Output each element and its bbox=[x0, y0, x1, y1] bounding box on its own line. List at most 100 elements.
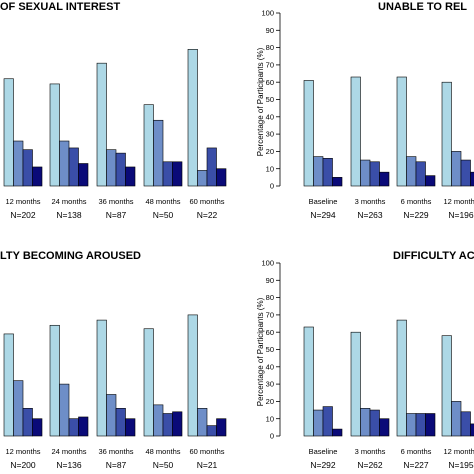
sample-size-label: N=195 bbox=[448, 460, 474, 470]
sample-size-label: N=87 bbox=[106, 210, 127, 220]
y-tick-label: 90 bbox=[266, 276, 274, 285]
panel-title-top-right: UNABLE TO REL bbox=[378, 1, 467, 13]
bar-1-1-4 bbox=[32, 166, 43, 187]
sample-size-label: N=229 bbox=[403, 210, 429, 220]
bar-1-5-4 bbox=[216, 168, 227, 187]
bar-1-2-4 bbox=[78, 163, 89, 187]
bar-3-2-1 bbox=[49, 324, 60, 437]
bar-4-4-3 bbox=[460, 411, 471, 437]
panel-title-top-left: OF SEXUAL INTEREST bbox=[0, 1, 120, 13]
sample-size-label: N=87 bbox=[106, 460, 127, 470]
bar-1-5-1 bbox=[187, 49, 198, 187]
y-tick-label: 10 bbox=[266, 164, 274, 173]
bar-2-4-1 bbox=[441, 81, 452, 187]
bar-3-2-4 bbox=[78, 416, 89, 437]
y-tick-label: 100 bbox=[261, 9, 274, 18]
bar-3-1-4 bbox=[32, 418, 43, 437]
y-tick-label: 0 bbox=[270, 182, 274, 191]
bar-3-4-4 bbox=[172, 411, 183, 437]
bar-3-4-3 bbox=[162, 413, 173, 437]
x-category-label: 60 months bbox=[189, 197, 224, 206]
bar-3-5-1 bbox=[187, 314, 198, 437]
bar-4-2-2 bbox=[360, 408, 371, 437]
y-tick-label: 30 bbox=[266, 130, 274, 139]
sample-size-label: N=202 bbox=[10, 210, 36, 220]
y-tick-label: 20 bbox=[266, 147, 274, 156]
y-tick-label: 40 bbox=[266, 362, 274, 371]
x-category-label: 60 months bbox=[189, 447, 224, 456]
bar-1-2-3 bbox=[68, 147, 79, 187]
bar-1-4-3 bbox=[162, 161, 173, 187]
x-category-label: 48 months bbox=[145, 197, 180, 206]
bar-4-3-2 bbox=[406, 413, 417, 437]
bar-3-2-2 bbox=[59, 383, 70, 437]
sample-size-label: N=22 bbox=[197, 210, 218, 220]
panel-title-bottom-right: DIFFICULTY AC bbox=[393, 250, 474, 262]
x-category-label: 6 months bbox=[401, 197, 432, 206]
bar-2-1-3 bbox=[322, 158, 333, 187]
sample-size-label: N=136 bbox=[56, 460, 82, 470]
bar-2-2-4 bbox=[379, 171, 390, 187]
bar-1-3-1 bbox=[96, 62, 107, 187]
y-tick-label: 90 bbox=[266, 26, 274, 35]
bar-2-2-2 bbox=[360, 159, 371, 187]
bar-1-3-3 bbox=[115, 152, 126, 187]
y-tick-label: 0 bbox=[270, 432, 274, 441]
y-tick-label: 50 bbox=[266, 345, 274, 354]
bar-1-1-2 bbox=[13, 140, 24, 187]
bar-4-3-1 bbox=[396, 319, 407, 437]
y-tick-label: 50 bbox=[266, 95, 274, 104]
bar-2-1-2 bbox=[313, 156, 324, 187]
bar-4-1-3 bbox=[322, 406, 333, 437]
bar-1-1-3 bbox=[22, 149, 33, 187]
sample-size-label: N=262 bbox=[357, 460, 383, 470]
sample-size-label: N=200 bbox=[10, 460, 36, 470]
bar-3-4-2 bbox=[153, 404, 164, 437]
sample-size-label: N=292 bbox=[310, 460, 336, 470]
bar-3-3-1 bbox=[96, 319, 107, 437]
bar-1-3-2 bbox=[106, 149, 117, 187]
bar-4-4-4 bbox=[470, 423, 474, 437]
bar-4-4-1 bbox=[441, 335, 452, 437]
bar-1-5-3 bbox=[206, 147, 217, 187]
bar-1-3-4 bbox=[125, 166, 136, 187]
bar-4-2-1 bbox=[350, 331, 361, 437]
x-category-label: 48 months bbox=[145, 447, 180, 456]
y-axis-title-bottom-right: Percentage of Participants (%) bbox=[256, 297, 265, 406]
bar-3-1-1 bbox=[3, 333, 14, 437]
bar-4-1-1 bbox=[303, 326, 314, 437]
bar-3-5-2 bbox=[197, 408, 208, 437]
y-tick-label: 60 bbox=[266, 78, 274, 87]
bar-1-5-2 bbox=[197, 170, 208, 187]
y-tick-label: 30 bbox=[266, 380, 274, 389]
bar-2-1-4 bbox=[332, 177, 343, 187]
sample-size-label: N=294 bbox=[310, 210, 336, 220]
x-category-label: 3 months bbox=[355, 197, 386, 206]
bar-2-3-2 bbox=[406, 156, 417, 187]
bar-2-3-4 bbox=[425, 175, 436, 187]
bar-4-4-2 bbox=[451, 401, 462, 437]
bar-3-1-2 bbox=[13, 380, 24, 437]
bar-1-1-1 bbox=[3, 78, 14, 187]
bar-1-2-2 bbox=[59, 140, 70, 187]
bar-4-2-3 bbox=[369, 409, 380, 437]
sample-size-label: N=50 bbox=[153, 460, 174, 470]
bar-3-5-3 bbox=[206, 425, 217, 437]
panel-title-bottom-left: LTY BECOMING AROUSED bbox=[0, 250, 141, 262]
sample-size-label: N=227 bbox=[403, 460, 429, 470]
sample-size-label: N=21 bbox=[197, 460, 218, 470]
y-tick-label: 20 bbox=[266, 397, 274, 406]
bar-4-1-2 bbox=[313, 409, 324, 437]
bar-3-5-4 bbox=[216, 418, 227, 437]
bar-2-1-1 bbox=[303, 80, 314, 187]
sample-size-label: N=196 bbox=[448, 210, 474, 220]
sample-size-label: N=138 bbox=[56, 210, 82, 220]
sample-size-label: N=50 bbox=[153, 210, 174, 220]
x-category-label: Baseline bbox=[309, 197, 338, 206]
bar-3-4-1 bbox=[143, 328, 154, 437]
bar-3-2-3 bbox=[68, 418, 79, 437]
bar-4-1-4 bbox=[332, 428, 343, 437]
x-category-label: 6 months bbox=[401, 447, 432, 456]
x-category-label: 3 months bbox=[355, 447, 386, 456]
bar-2-3-1 bbox=[396, 76, 407, 187]
